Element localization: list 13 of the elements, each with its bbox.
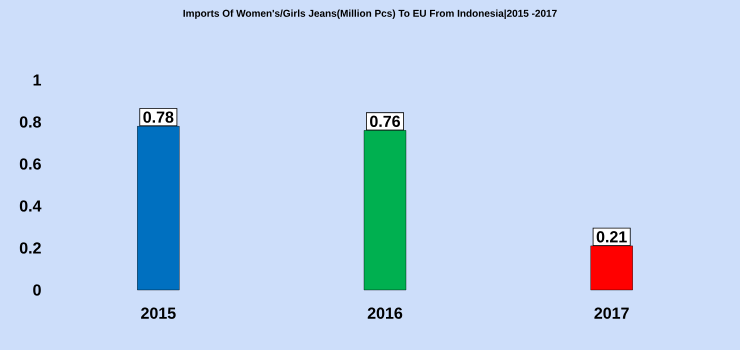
y-tick-label: 0.6: [20, 158, 41, 170]
data-label: 0.76: [370, 116, 400, 127]
x-tick-label: 2015: [141, 308, 176, 319]
y-tick-label: 1: [34, 74, 42, 86]
x-tick-label: 2017: [594, 308, 629, 319]
chart-title: Imports Of Women's/Girls Jeans(Million Pcs) To EU From Indonesia|2015 -2017: [184, 10, 557, 19]
data-label: 0.21: [596, 231, 627, 242]
data-label: 0.78: [143, 111, 174, 123]
y-tick-label: 0.8: [20, 116, 41, 128]
y-tick-label: 0.2: [20, 242, 41, 254]
x-tick-label: 2016: [368, 308, 402, 319]
y-tick-label: 0.4: [20, 200, 42, 212]
y-tick-label: 0: [33, 284, 41, 296]
